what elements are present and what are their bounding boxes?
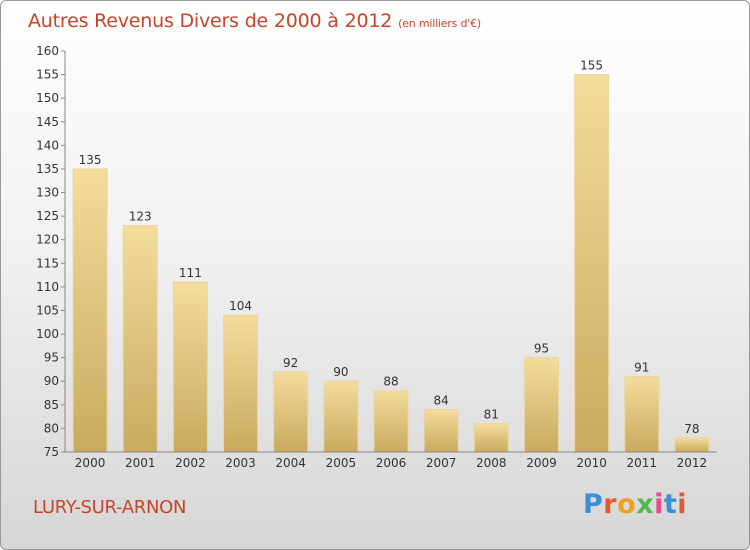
bar-value-label: 135 xyxy=(79,153,102,167)
x-tick-label: 2002 xyxy=(175,456,206,470)
y-tick-label: 120 xyxy=(36,233,59,247)
bar-value-label: 123 xyxy=(129,210,152,224)
logo-letter: o xyxy=(617,489,637,520)
bar-value-label: 155 xyxy=(580,59,603,73)
y-tick-label: 80 xyxy=(44,421,59,435)
y-tick-label: 105 xyxy=(36,303,59,317)
y-tick-label: 150 xyxy=(36,91,59,105)
y-tick-label: 85 xyxy=(44,398,59,412)
bar xyxy=(223,314,259,453)
x-tick-label: 2001 xyxy=(125,456,156,470)
x-tick-label: 2009 xyxy=(526,456,557,470)
x-tick-label: 2010 xyxy=(576,456,607,470)
bar-value-label: 95 xyxy=(534,342,549,356)
bar xyxy=(323,380,359,453)
y-tick-label: 100 xyxy=(36,327,59,341)
bar xyxy=(172,281,208,453)
bar-value-label: 91 xyxy=(634,361,649,375)
bar-value-label: 81 xyxy=(484,408,499,422)
bar-value-label: 90 xyxy=(333,365,348,379)
x-tick-label: 2008 xyxy=(476,456,507,470)
logo-letter: t xyxy=(663,489,678,520)
x-tick-label: 2005 xyxy=(326,456,357,470)
y-tick-label: 90 xyxy=(44,374,59,388)
bars: 135 123 111 104 92 90 88 84 81 95 155 91 78 xyxy=(72,59,710,453)
x-tick-label: 2004 xyxy=(275,456,306,470)
x-tick-label: 2000 xyxy=(75,456,106,470)
bar xyxy=(122,225,158,453)
x-tick-label: 2012 xyxy=(677,456,708,470)
y-tick-label: 140 xyxy=(36,138,59,152)
bar xyxy=(72,168,108,453)
bar-value-label: 78 xyxy=(684,422,699,436)
y-tick-label: 95 xyxy=(44,351,59,365)
bar xyxy=(373,390,409,453)
y-tick-label: 155 xyxy=(36,68,59,82)
chart-title-text: Autres Revenus Divers de 2000 à 2012 xyxy=(28,10,393,32)
bar-value-label: 111 xyxy=(179,266,202,280)
bar-value-label: 92 xyxy=(283,356,298,370)
y-tick-label: 135 xyxy=(36,162,59,176)
y-tick-label: 110 xyxy=(36,280,59,294)
bar xyxy=(574,74,610,453)
logo-letter: x xyxy=(636,489,655,520)
logo-letter: i xyxy=(654,489,664,520)
place-name: LURY-SUR-ARNON xyxy=(33,497,187,518)
proxiti-logo: Proxiti xyxy=(583,489,687,520)
y-tick-label: 115 xyxy=(36,256,59,270)
bar-value-label: 88 xyxy=(383,375,398,389)
x-axis: 2000 2001 2002 2003 2004 2005 2006 2007 2008 2009… xyxy=(65,451,717,470)
y-axis: 75 80 85 90 95 100 105 110 115 120 125 130 135 140 145… xyxy=(36,44,66,459)
x-tick-label: 2011 xyxy=(626,456,657,470)
logo-letter: r xyxy=(603,489,618,520)
y-tick-label: 145 xyxy=(36,115,59,129)
bar xyxy=(473,423,509,453)
bar xyxy=(624,376,660,453)
bar xyxy=(523,357,559,453)
x-tick-label: 2006 xyxy=(376,456,407,470)
chart-title: Autres Revenus Divers de 2000 à 2012 (en … xyxy=(28,10,481,32)
chart-subtitle: (en milliers d'€) xyxy=(398,17,482,30)
y-tick-label: 75 xyxy=(44,445,59,459)
bar xyxy=(674,437,710,453)
x-tick-label: 2003 xyxy=(225,456,256,470)
bar-value-label: 84 xyxy=(434,394,449,408)
logo-letter: P xyxy=(583,489,604,520)
logo-letter: i xyxy=(677,489,688,520)
x-tick-label: 2007 xyxy=(426,456,457,470)
bar xyxy=(423,409,459,453)
y-tick-label: 125 xyxy=(36,209,59,223)
bar xyxy=(273,371,309,453)
y-tick-label: 160 xyxy=(36,44,59,58)
bar-value-label: 104 xyxy=(229,299,252,313)
y-tick-label: 130 xyxy=(36,186,59,200)
